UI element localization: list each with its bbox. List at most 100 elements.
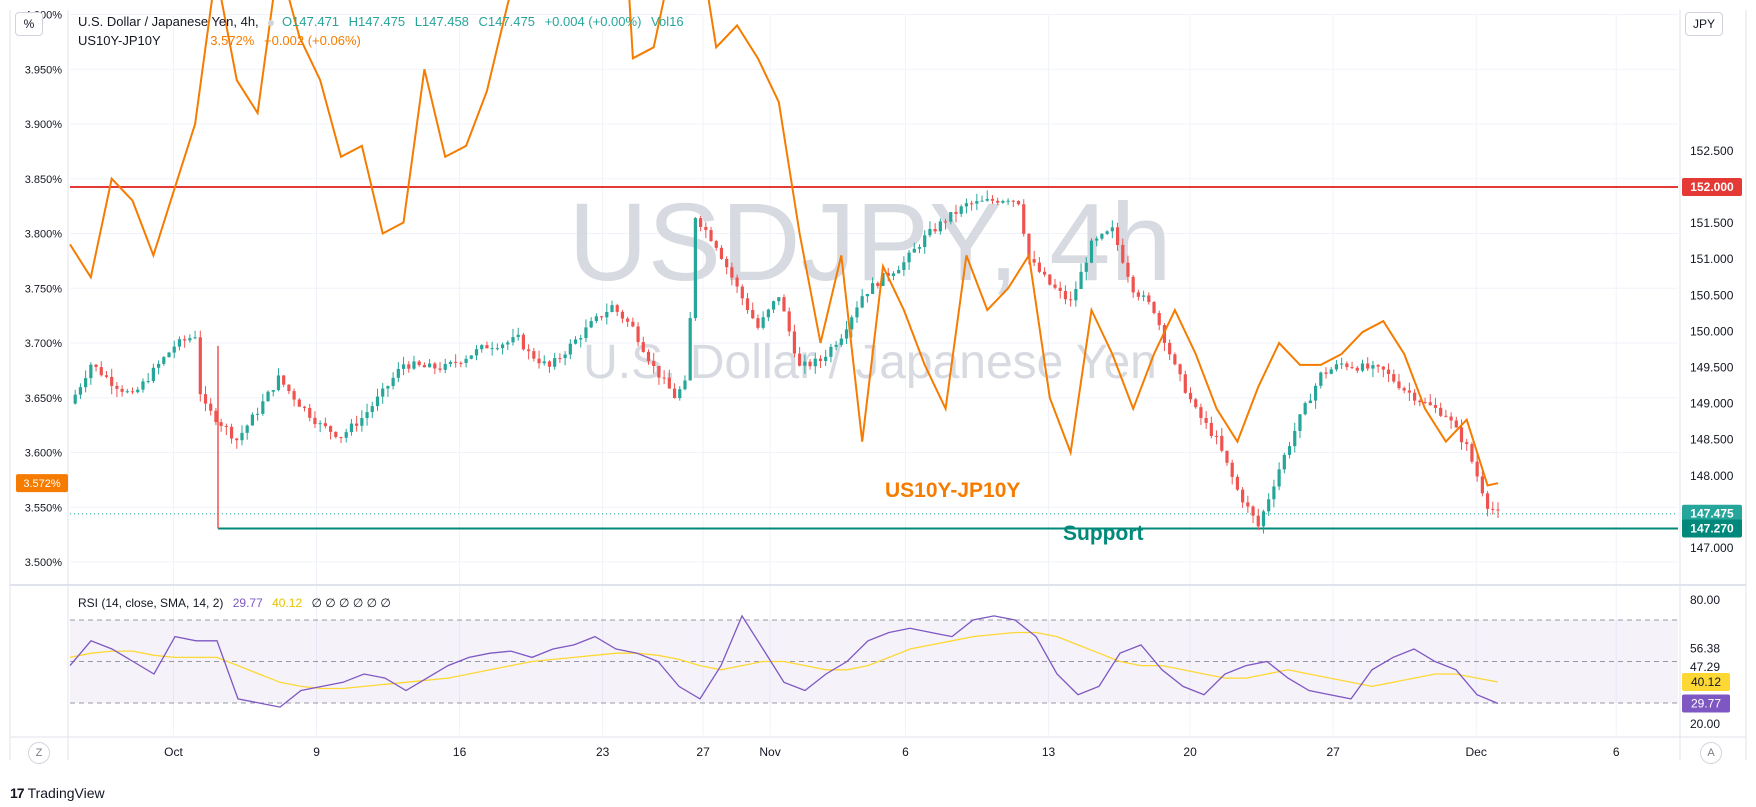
candle-body: [579, 338, 583, 340]
candle-body: [917, 247, 922, 249]
candle-body: [360, 418, 364, 426]
candle-body: [1319, 372, 1323, 386]
candle-body: [1298, 414, 1302, 431]
candle-body: [844, 329, 849, 339]
percent-scale-button[interactable]: %: [15, 12, 43, 36]
candle-body: [672, 388, 677, 399]
candle-body: [396, 368, 400, 378]
candle-body: [641, 342, 645, 352]
candle-body: [261, 401, 265, 414]
rsi-axis-tick-label: 56.38: [1690, 641, 1720, 655]
rsi-tag-box: [1682, 694, 1730, 713]
candle-body: [469, 355, 473, 359]
candle-body: [792, 331, 797, 354]
candle-body: [407, 364, 411, 369]
candle-body: [985, 198, 989, 201]
candle-body: [704, 226, 708, 231]
candle-body: [167, 352, 171, 358]
candle-body: [256, 413, 260, 415]
candle-body: [480, 345, 484, 350]
candle-body: [1142, 295, 1146, 297]
support-annotation: Support: [1063, 522, 1143, 545]
candle-body: [886, 272, 890, 277]
candle-body: [313, 417, 317, 425]
candle-body: [282, 375, 286, 385]
candle-body: [787, 311, 791, 332]
candle-body: [391, 377, 395, 387]
candle-body: [1157, 313, 1161, 326]
candle-body: [699, 218, 703, 227]
candle-body: [1485, 493, 1490, 509]
candle-body: [120, 388, 124, 392]
candle-body: [730, 267, 734, 278]
left-axis-tick-label: 3.800%: [25, 229, 63, 241]
candle-body: [542, 361, 546, 364]
candle-body: [813, 358, 817, 367]
ohlc-open: O147.471: [281, 14, 340, 29]
candle-body: [328, 426, 333, 432]
candle-body: [1069, 299, 1073, 301]
candle-body: [610, 305, 614, 312]
time-axis-tick-label: Nov: [759, 745, 780, 759]
candle-body: [865, 293, 869, 297]
candle-body: [584, 327, 588, 339]
right-axis-tick-label: 149.000: [1690, 397, 1734, 411]
symbol-title: U.S. Dollar / Japanese Yen, 4h,: [78, 14, 259, 29]
candle-body: [474, 349, 479, 356]
candle-body: [141, 381, 145, 390]
candle-body: [511, 337, 515, 343]
candle-body: [1402, 388, 1406, 391]
candle-body: [714, 241, 718, 248]
candle-body: [84, 378, 88, 388]
candle-body: [615, 305, 619, 312]
candle-body: [1340, 363, 1344, 365]
rsi-tag-label: 40.12: [1691, 675, 1721, 689]
candle-body: [428, 363, 432, 368]
price-tag-label: 152.000: [1690, 180, 1734, 194]
right-axis-tick-label: 152.500: [1690, 144, 1734, 158]
candle-body: [803, 361, 807, 366]
candle-body: [1261, 511, 1266, 527]
candle-body: [386, 386, 390, 389]
candle-body: [1230, 462, 1234, 477]
candle-body: [860, 296, 864, 308]
candle-body: [537, 358, 541, 364]
candle-body: [349, 423, 354, 433]
candle-body: [172, 346, 176, 353]
time-axis-tick-label: 9: [313, 745, 320, 759]
price-tag-label: 147.475: [1690, 507, 1734, 521]
candle-body: [240, 432, 244, 441]
candle-body: [1204, 417, 1208, 423]
candle-body: [1126, 262, 1130, 277]
candle-body: [521, 334, 526, 350]
candle-body: [1303, 403, 1307, 415]
candle-body: [1334, 364, 1339, 370]
candle-body: [287, 384, 291, 392]
currency-scale-button[interactable]: JPY: [1685, 12, 1723, 36]
candle-body: [198, 337, 202, 395]
candle-body: [1084, 262, 1088, 272]
candle-body: [323, 423, 327, 427]
ohlc-high: H147.475: [348, 14, 406, 29]
zoom-button[interactable]: Z: [28, 742, 50, 764]
candle-body: [568, 343, 572, 355]
time-axis-tick-label: 16: [453, 745, 467, 759]
right-axis: 147.000147.500148.000148.500149.000149.5…: [1690, 144, 1734, 555]
candle-body: [657, 366, 661, 378]
candle-body: [1475, 461, 1479, 477]
candle-body: [912, 248, 916, 253]
candle-body: [1444, 415, 1448, 417]
right-axis-tick-label: 150.000: [1690, 324, 1734, 338]
candle-body: [115, 385, 119, 389]
candle-body: [209, 403, 213, 411]
symbol-legend: U.S. Dollar / Japanese Yen, 4h, O147.471…: [78, 14, 690, 29]
spread-name: US10Y-JP10Y: [78, 33, 161, 48]
candle-body: [928, 228, 932, 236]
left-axis: 3.500% 3.550% 3.600% 3.650% 3.700% 3.750% 3.80…: [25, 10, 63, 570]
candle-body: [970, 203, 974, 205]
rsi-line: [69, 614, 1499, 708]
candle-body: [344, 432, 348, 438]
auto-scale-button[interactable]: A: [1700, 742, 1722, 764]
candle-body: [73, 394, 77, 404]
candle-body: [1287, 446, 1292, 455]
